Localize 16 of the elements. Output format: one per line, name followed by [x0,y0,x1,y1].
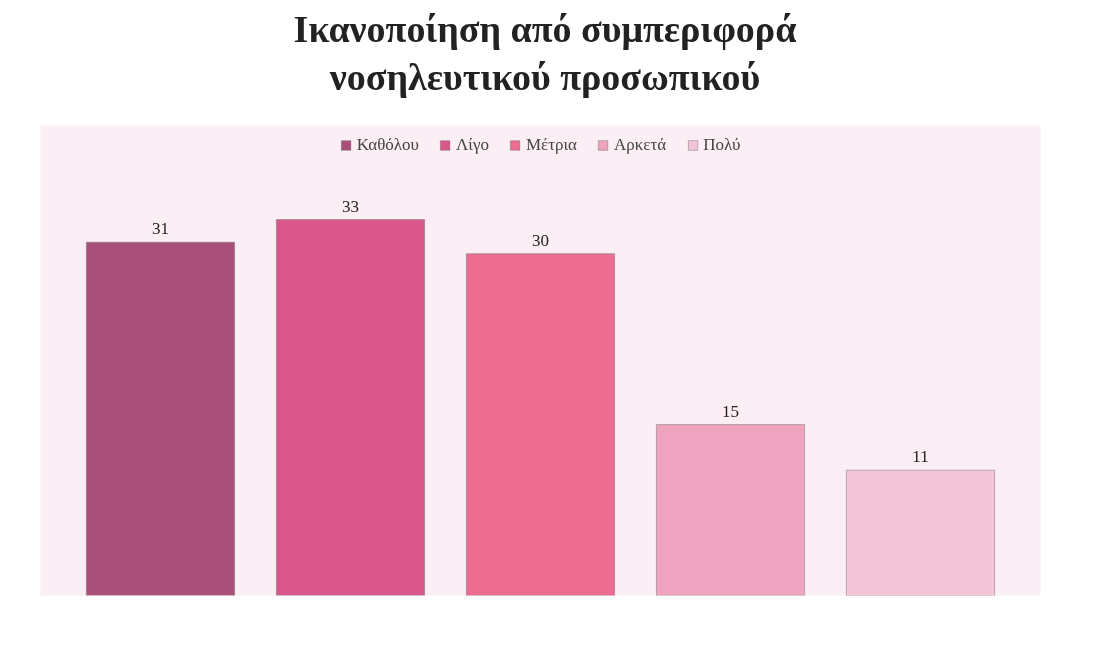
data-label: 15 [722,401,739,421]
bar [846,469,995,596]
chart-title: Ικανοποίηση από συμπεριφορά νοσηλευτικού προσωπικού [293,7,797,100]
bar [86,242,235,596]
legend-label: Καθόλου [356,135,420,155]
legend-label: Πολύ [703,135,741,155]
bar [276,219,425,596]
data-label: 30 [532,230,549,250]
data-label: 31 [152,219,169,239]
bar [466,253,615,596]
data-label: 33 [342,196,359,216]
legend-label: Μέτρια [525,135,577,155]
data-label: 11 [912,447,929,467]
bar [656,424,805,596]
legend-label: Λίγο [456,135,489,155]
legend-label: Αρκετά [613,135,667,155]
